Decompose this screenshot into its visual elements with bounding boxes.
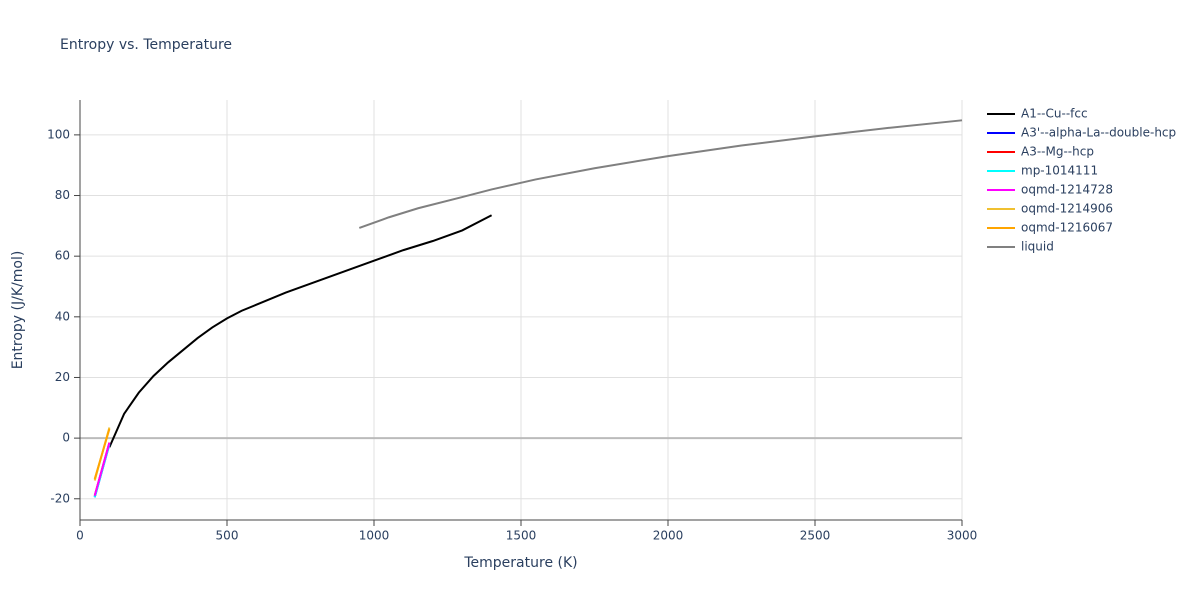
x-axis-title: Temperature (K) xyxy=(463,555,577,571)
legend-label: oqmd-1214728 xyxy=(1021,183,1113,197)
y-tick-label: 60 xyxy=(55,249,70,263)
series-line xyxy=(93,428,111,480)
x-tick-label: 500 xyxy=(216,529,239,543)
x-tick-label: 1000 xyxy=(359,529,390,543)
x-tick-label: 3000 xyxy=(947,529,978,543)
y-tick-label: 80 xyxy=(55,188,70,202)
legend-label: A1--Cu--fcc xyxy=(1021,107,1088,121)
legend-label: oqmd-1216067 xyxy=(1021,221,1113,235)
x-tick-label: 0 xyxy=(76,529,84,543)
x-tick-label: 1500 xyxy=(506,529,537,543)
y-tick-label: -20 xyxy=(50,491,70,505)
legend-label: A3--Mg--hcp xyxy=(1021,145,1094,159)
x-tick-label: 2500 xyxy=(800,529,831,543)
y-tick-label: 20 xyxy=(55,370,70,384)
chart-title: Entropy vs. Temperature xyxy=(60,37,232,53)
legend-label: oqmd-1214906 xyxy=(1021,202,1113,216)
y-tick-label: 40 xyxy=(55,309,70,323)
series-line xyxy=(358,119,963,229)
legend-label: A3'--alpha-La--double-hcp xyxy=(1021,126,1176,140)
y-tick-label: 100 xyxy=(47,127,70,141)
y-axis-title: Entropy (J/K/mol) xyxy=(10,251,26,370)
series-line xyxy=(93,442,111,497)
x-tick-label: 2000 xyxy=(653,529,684,543)
series-line xyxy=(108,214,493,448)
legend-label: mp-1014111 xyxy=(1021,164,1098,178)
y-tick-label: 0 xyxy=(62,431,70,445)
legend-label: liquid xyxy=(1021,240,1054,254)
